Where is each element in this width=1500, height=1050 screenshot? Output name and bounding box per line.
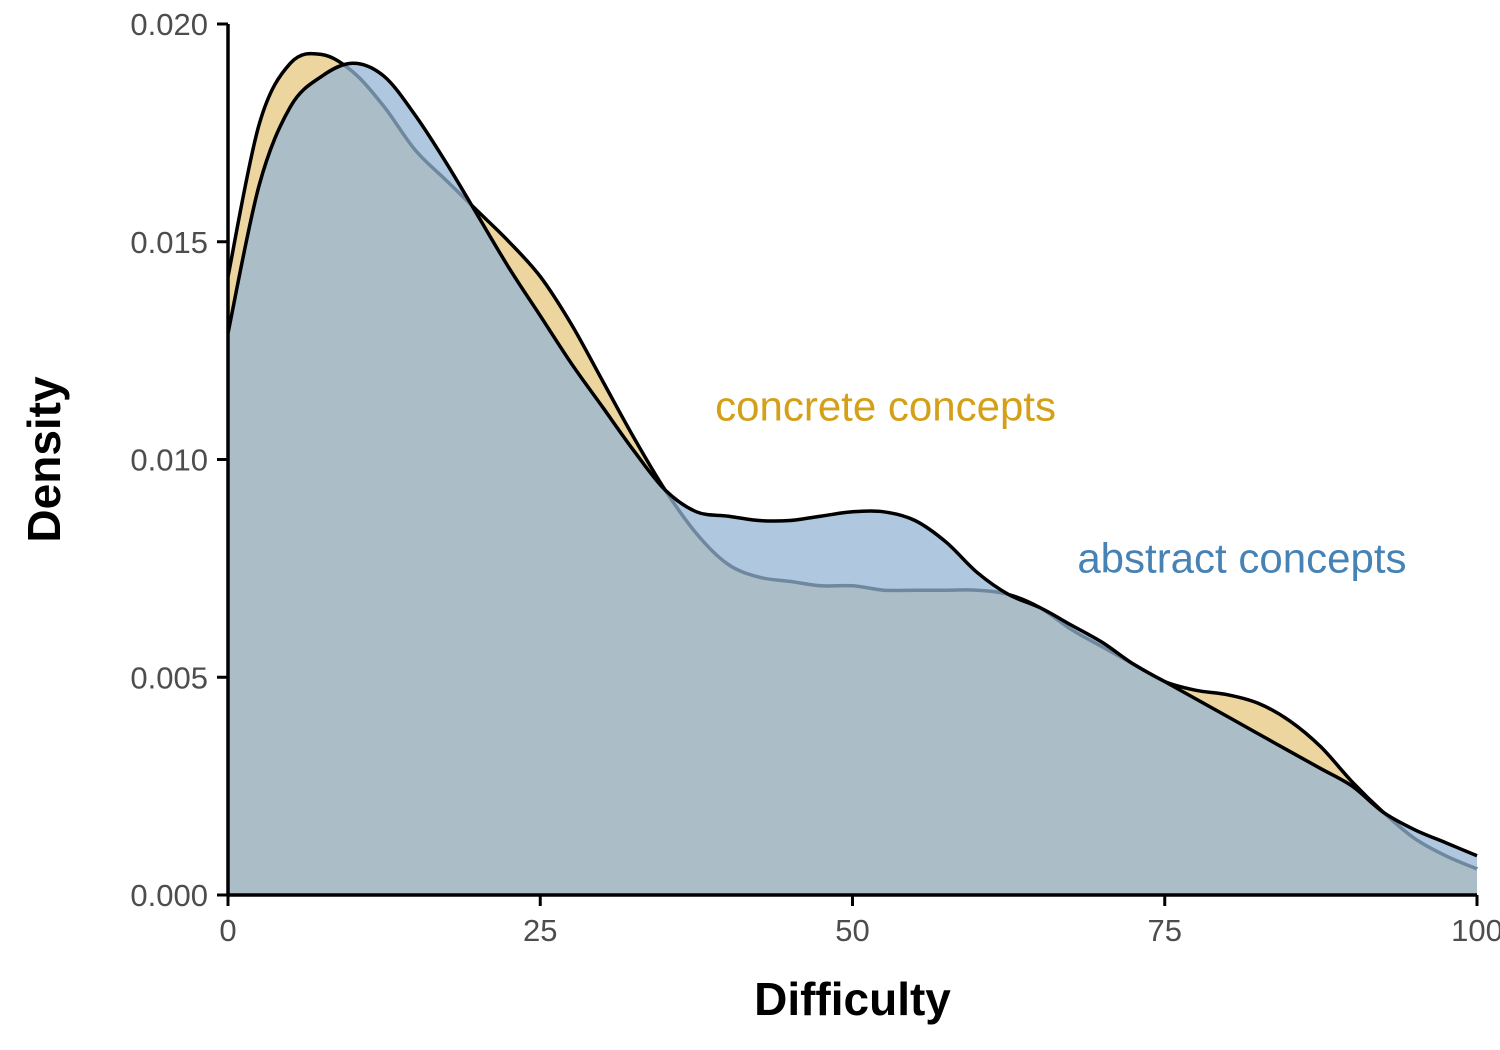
density-areas: [226, 51, 1478, 896]
y-tick-label: 0.000: [130, 878, 208, 913]
x-tick-label: 100: [1451, 913, 1500, 948]
annotation-concrete-concepts: concrete concepts: [715, 382, 1056, 429]
y-tick-label: 0.005: [130, 660, 208, 695]
y-tick-label: 0.015: [130, 225, 208, 260]
x-axis-title: Difficulty: [754, 973, 951, 1025]
annotation-abstract-concepts: abstract concepts: [1077, 535, 1406, 582]
axes: 0 25 50 75 100 0.000 0.005 0.010 0.015 0.020: [130, 7, 1500, 948]
annotations: concrete concepts abstract concepts: [715, 382, 1406, 581]
x-tick-label: 25: [523, 913, 557, 948]
y-tick-label: 0.020: [130, 7, 208, 42]
density-line-abstract-concepts: [226, 61, 1478, 858]
x-tick-label: 75: [1148, 913, 1182, 948]
x-tick-label: 0: [219, 913, 236, 948]
y-tick-label: 0.010: [130, 443, 208, 478]
density-area-abstract-concepts: [228, 63, 1477, 895]
y-axis-title: Density: [18, 376, 70, 543]
x-tick-label: 50: [835, 913, 869, 948]
